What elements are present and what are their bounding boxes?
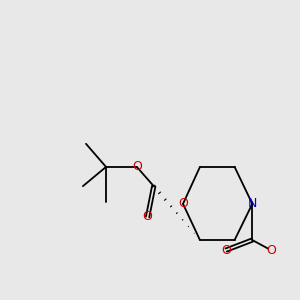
Text: O: O xyxy=(221,244,231,256)
Text: O: O xyxy=(178,197,188,210)
Text: N: N xyxy=(248,197,257,210)
Text: O: O xyxy=(132,160,142,173)
Text: O: O xyxy=(266,244,276,256)
Text: O: O xyxy=(143,211,152,224)
